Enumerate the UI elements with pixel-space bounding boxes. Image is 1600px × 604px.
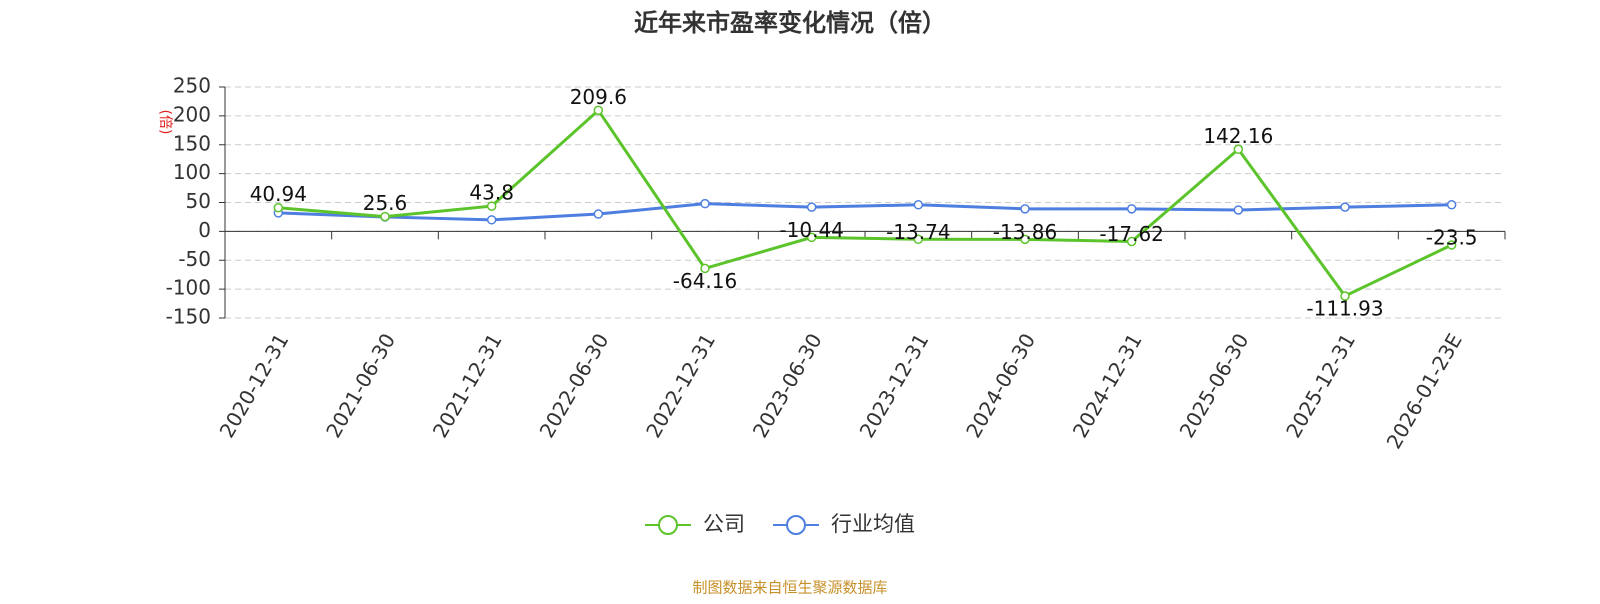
point: [1340, 202, 1350, 212]
point: [1446, 200, 1457, 210]
point: [1233, 205, 1244, 215]
x-tick-label: 2023-12-31: [855, 329, 934, 442]
point: [486, 215, 497, 225]
point: [913, 200, 924, 210]
y-tick-label: 250: [173, 74, 211, 98]
point: [380, 211, 390, 222]
point: [1340, 291, 1350, 301]
data-label: -17.62: [1099, 222, 1163, 246]
data-label: -10.44: [779, 218, 843, 242]
x-tick-label: 2024-12-31: [1068, 329, 1147, 442]
data-label: -23.5: [1426, 225, 1478, 249]
point: [1126, 204, 1137, 214]
legend-label: 行业均值: [831, 512, 915, 536]
point: [700, 198, 710, 209]
series-line: [278, 202, 1452, 222]
data-label: 209.6: [570, 85, 627, 109]
point: [593, 209, 604, 219]
x-tick-label: 2023-06-30: [748, 329, 827, 442]
y-tick-label: 50: [186, 189, 211, 213]
y-tick-label: -100: [166, 276, 211, 300]
point: [273, 202, 284, 213]
legend-marker: [786, 515, 806, 535]
y-tick-label: 0: [198, 218, 211, 242]
y-tick-label: -50: [178, 247, 211, 271]
x-tick-label: 2022-06-30: [535, 329, 614, 442]
point: [486, 201, 497, 211]
point: [1233, 144, 1244, 155]
data-label: -111.93: [1306, 297, 1383, 321]
x-tick-label: 2025-06-30: [1175, 329, 1254, 442]
point: [1446, 240, 1457, 250]
y-tick-label: 200: [173, 102, 211, 126]
legend-label: 公司: [703, 512, 745, 536]
x-tick-label: 2022-12-31: [641, 329, 720, 442]
point: [1020, 204, 1030, 214]
x-tick-label: 2021-12-31: [428, 329, 507, 442]
data-label: -13.86: [993, 220, 1057, 244]
data-label: 142.16: [1203, 124, 1273, 148]
x-tick-label: 2020-12-31: [215, 329, 294, 442]
data-label: 43.8: [469, 181, 514, 205]
point: [806, 202, 817, 212]
point: [700, 263, 710, 274]
x-tick-label: 2025-12-31: [1281, 329, 1360, 442]
y-tick-label: 150: [173, 131, 211, 155]
data-label: -13.74: [886, 220, 950, 244]
point: [913, 234, 924, 245]
y-axis-label: (倍): [157, 110, 173, 135]
point: [806, 232, 817, 243]
x-tick-label: 2026-01-23E: [1382, 329, 1467, 453]
y-tick-label: -150: [166, 305, 211, 329]
point: [1126, 236, 1137, 247]
point: [1020, 234, 1030, 245]
source-note: 制图数据来自恒生聚源数据库: [692, 579, 887, 597]
y-tick-label: 100: [173, 160, 211, 184]
point: [593, 105, 604, 116]
chart-title: 近年来市盈率变化情况（倍）: [634, 9, 946, 37]
data-label: -64.16: [673, 269, 737, 293]
data-label: 40.94: [250, 182, 307, 206]
legend-marker: [658, 515, 678, 535]
x-tick-label: 2021-06-30: [321, 329, 400, 442]
data-label: 25.6: [363, 191, 408, 215]
x-tick-label: 2024-06-30: [961, 329, 1040, 442]
series-line: [278, 108, 1453, 298]
